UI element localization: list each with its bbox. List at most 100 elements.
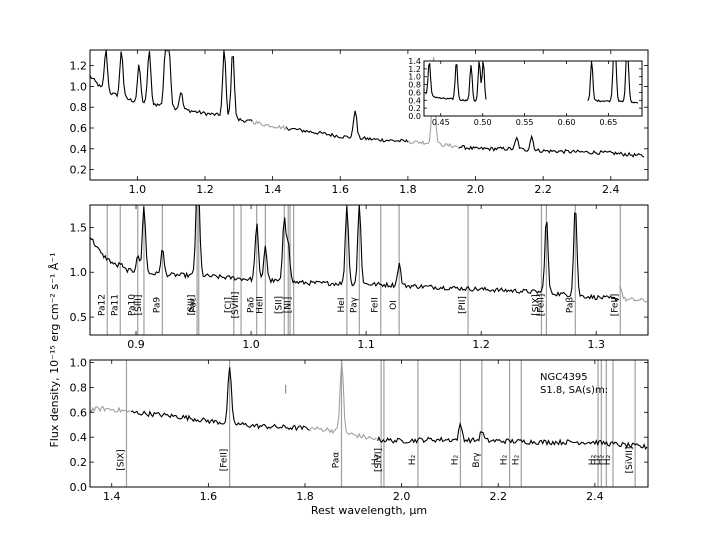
middle-line-label: OI bbox=[389, 300, 399, 310]
inset-xtick-label: 0.45 bbox=[432, 118, 450, 127]
inset-ytick-label: 1.2 bbox=[408, 65, 421, 74]
x-axis-label: Rest wavelength, μm bbox=[311, 504, 427, 517]
inset-xtick-label: 0.65 bbox=[600, 118, 618, 127]
bottom-line-label: H₂ bbox=[450, 454, 460, 465]
middle-frame bbox=[89, 204, 649, 336]
middle-line-label: HeII bbox=[255, 296, 265, 314]
bottom-panel: [SIX] [FeII] Paα H₂[SiVI] H₂ H₂ Brγ H₂ H₂ H₂H₂H₂H… bbox=[70, 356, 649, 517]
top-series-0-segment-1 bbox=[285, 110, 409, 143]
middle-ytick-label: 0.5 bbox=[70, 311, 88, 324]
inset-series-0-segment-0 bbox=[425, 61, 487, 102]
middle-line-label: [SII] bbox=[274, 296, 284, 314]
bottom-ytick-label: 0.8 bbox=[70, 381, 88, 394]
bottom-frame bbox=[89, 359, 649, 488]
middle-line-label: Pa10 bbox=[128, 294, 138, 316]
top-ytick-label: 0.6 bbox=[70, 122, 88, 135]
bottom-line-label: H₂ bbox=[371, 454, 381, 465]
bottom-line-label: Paα bbox=[332, 452, 342, 469]
top-xtick-label: 2.4 bbox=[602, 183, 620, 196]
object-classification: S1.8, SA(s)m: bbox=[540, 385, 608, 396]
bottom-line-label: [SiVII] bbox=[625, 447, 635, 474]
middle-line-label: [SVIII] bbox=[231, 292, 241, 319]
bottom-line-label: H₂ bbox=[588, 454, 598, 465]
top-xtick-label: 1.6 bbox=[332, 183, 350, 196]
top-xtick-label: 1.4 bbox=[264, 183, 282, 196]
middle-line-label: Pa11 bbox=[110, 294, 120, 316]
middle-line-label: Paδ bbox=[247, 296, 257, 313]
middle-xtick-label: 0.9 bbox=[127, 338, 145, 351]
inset-ytick-label: 0.4 bbox=[408, 96, 421, 105]
middle-series-0-segment-0 bbox=[90, 205, 620, 303]
bottom-ytick-label: 0.0 bbox=[70, 481, 88, 494]
middle-line-label: HeI bbox=[337, 298, 347, 313]
inset-ytick-label: 1.4 bbox=[408, 57, 421, 66]
bottom-series-0-segment-0 bbox=[90, 405, 131, 414]
top-ytick-label: 0.4 bbox=[70, 143, 88, 156]
top-ytick-label: 0.8 bbox=[70, 101, 88, 114]
middle-line-label: FeII bbox=[371, 297, 381, 313]
top-ytick-label: 0.2 bbox=[70, 164, 88, 177]
bottom-line-label: [SiVI] bbox=[374, 448, 384, 472]
bottom-ytick-label: 0.6 bbox=[70, 406, 88, 419]
top-ytick-label: 1.0 bbox=[70, 80, 88, 93]
top-series-0-segment-2 bbox=[458, 134, 645, 158]
middle-xtick-label: 1.0 bbox=[242, 338, 260, 351]
middle-line-label: Paβ bbox=[565, 297, 575, 314]
bottom-xtick-label: 2.2 bbox=[489, 490, 507, 503]
middle-line-label: [FeII] bbox=[610, 294, 620, 317]
bottom-line-label: Brγ bbox=[472, 452, 482, 468]
middle-xtick-label: 1.3 bbox=[587, 338, 605, 351]
top-frame bbox=[89, 49, 649, 181]
object-name: NGC4395 bbox=[540, 372, 588, 383]
middle-line-label: [CI] bbox=[224, 297, 234, 313]
middle-line-label: [SIII] bbox=[134, 295, 144, 316]
top-series-0-segment-0 bbox=[90, 50, 253, 124]
middle-line-label: [FeII] bbox=[536, 294, 546, 317]
middle-line-label: Pa9 bbox=[152, 297, 162, 314]
middle-line-label: [SIX] bbox=[531, 294, 541, 316]
bottom-line-label: H₂ bbox=[500, 454, 510, 465]
bottom-line-label: [SIX] bbox=[116, 449, 126, 471]
middle-panel: Pa12 Pa11 Pa10[SIII] Pa9 [SIII]Paε [CI][SVIII… bbox=[70, 204, 649, 351]
inset-panel: 0.45 0.50 0.55 0.60 0.650.00.20.40.60.81.01.… bbox=[408, 57, 643, 127]
middle-line-label: [SIII] bbox=[187, 295, 197, 316]
inset-ytick-label: 0.2 bbox=[408, 104, 421, 113]
top-xtick-label: 1.2 bbox=[196, 183, 214, 196]
top-xtick-label: 2.2 bbox=[534, 183, 552, 196]
inset-ytick-label: 1.0 bbox=[408, 73, 421, 82]
bottom-series-1-segment-1 bbox=[376, 421, 648, 450]
bottom-xtick-label: 1.6 bbox=[200, 490, 218, 503]
bottom-line-label: [FeII] bbox=[220, 449, 230, 472]
inset-frame bbox=[423, 60, 643, 117]
inset-ytick-label: 0.8 bbox=[408, 81, 421, 90]
bottom-line-label: H₂ bbox=[596, 454, 606, 465]
y-axis-label: Flux density, 10⁻¹⁵ erg cm⁻² s⁻¹ Å⁻¹ bbox=[48, 252, 61, 447]
bottom-series-0-segment-1 bbox=[309, 360, 377, 441]
middle-series-1-segment-0 bbox=[619, 287, 648, 303]
middle-ytick-label: 1.0 bbox=[70, 266, 88, 279]
bottom-line-label: H₂ bbox=[591, 454, 601, 465]
inset-series-0-segment-1 bbox=[587, 61, 639, 104]
top-xtick-label: 2.0 bbox=[467, 183, 485, 196]
inset-xtick-label: 0.50 bbox=[474, 118, 492, 127]
bottom-ytick-label: 0.2 bbox=[70, 456, 88, 469]
top-ytick-label: 1.2 bbox=[70, 60, 88, 73]
middle-xtick-label: 1.2 bbox=[472, 338, 490, 351]
middle-line-label: [PII] bbox=[458, 296, 468, 314]
bottom-line-label: H₂ bbox=[603, 454, 613, 465]
middle-xtick-label: 1.1 bbox=[357, 338, 375, 351]
middle-line-label: [NI] bbox=[284, 297, 294, 313]
top-panel: 1.0 1.2 1.4 1.6 1.8 2.0 2.2 2.40.20.40.60.81.01… bbox=[70, 49, 649, 196]
top-xtick-label: 1.8 bbox=[399, 183, 417, 196]
bottom-ytick-label: 0.4 bbox=[70, 431, 88, 444]
inset-xtick-label: 0.60 bbox=[558, 118, 576, 127]
bottom-line-label: H₂ bbox=[511, 454, 521, 465]
bottom-xtick-label: 2.0 bbox=[393, 490, 411, 503]
bottom-xtick-label: 1.4 bbox=[103, 490, 121, 503]
bottom-xtick-label: 1.8 bbox=[296, 490, 314, 503]
middle-line-label: Pa12 bbox=[97, 294, 107, 316]
inset-ytick-label: 0.0 bbox=[408, 112, 421, 121]
inset-ytick-label: 0.6 bbox=[408, 88, 421, 97]
inset-xtick-label: 0.55 bbox=[516, 118, 534, 127]
